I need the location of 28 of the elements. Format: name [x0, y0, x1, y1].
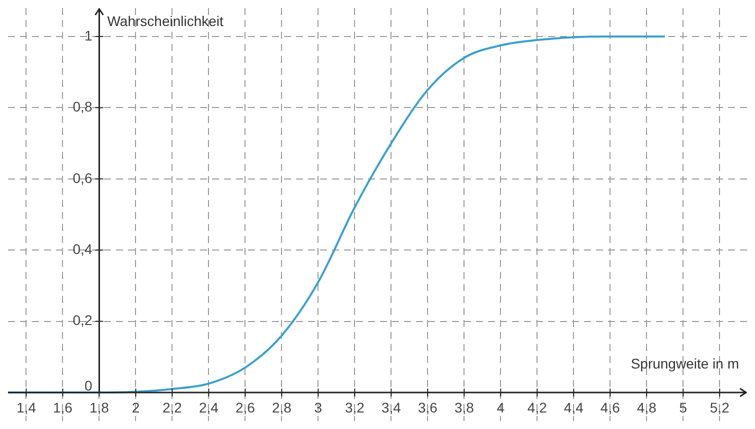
y-tick-label: 0,2 — [72, 312, 92, 328]
y-tick-label: 1 — [84, 27, 92, 44]
x-tick-label: 4 — [496, 399, 505, 416]
x-tick-label: 2,8 — [272, 399, 292, 416]
x-tick-label: 2,2 — [162, 399, 182, 416]
x-tick-label: 2 — [132, 399, 140, 416]
x-tick-label: 3,4 — [381, 399, 402, 416]
x-tick-label: 1,8 — [90, 399, 110, 416]
y-tick-label: 0,8 — [72, 98, 92, 115]
y-tick-label: 0,4 — [72, 240, 92, 257]
x-tick-label: 3 — [314, 399, 322, 416]
x-tick-label: 3,8 — [454, 399, 474, 416]
x-tick-label: 1,6 — [53, 399, 73, 416]
x-tick-label: 4,6 — [600, 399, 620, 416]
x-tick-label: 2,4 — [198, 399, 219, 416]
y-tick-label: 0,6 — [72, 170, 92, 186]
x-tick-label: 1,4 — [16, 399, 36, 416]
x-tick-label: 5 — [679, 399, 688, 416]
x-tick-label: 3,2 — [344, 399, 365, 416]
x-tick-label: 3,6 — [418, 399, 438, 416]
x-tick-label: 5,2 — [710, 399, 730, 416]
x-tick-label: 4,8 — [636, 399, 657, 416]
y-axis-title: Wahrscheinlichkeit — [107, 12, 224, 29]
x-tick-label: 2,6 — [235, 399, 256, 416]
x-tick-label: 4,4 — [564, 399, 584, 416]
x-axis-title: Sprungweite in m — [630, 355, 739, 372]
y-tick-label: 0 — [84, 377, 92, 394]
x-tick-label: 4,2 — [527, 399, 548, 416]
